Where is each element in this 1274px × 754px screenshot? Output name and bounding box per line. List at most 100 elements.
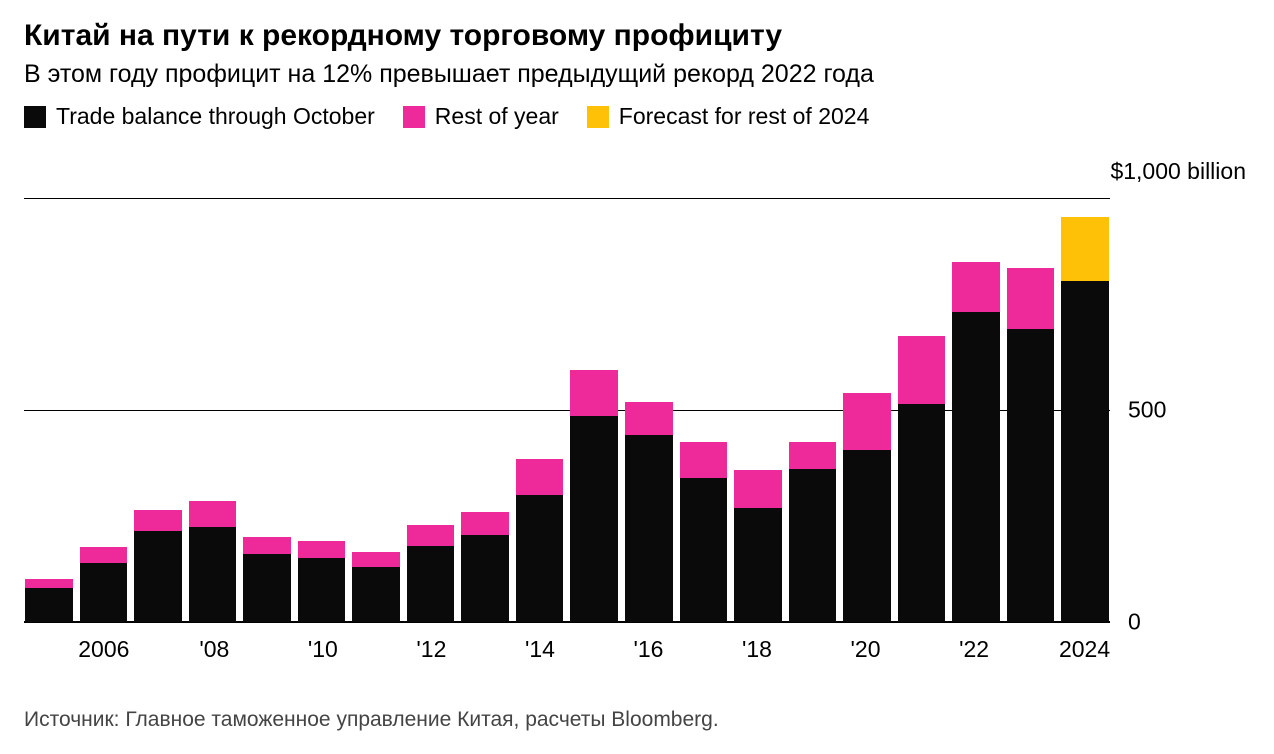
bar-2021 (898, 198, 946, 622)
seg-through-oct (1007, 329, 1055, 622)
bar-2014 (516, 198, 564, 622)
seg-through-oct (80, 563, 128, 622)
bar-2015 (570, 198, 618, 622)
seg-rest-of-year (843, 393, 891, 450)
x-tick-label (354, 622, 401, 664)
legend-label: Rest of year (435, 103, 559, 130)
bar-2016 (625, 198, 673, 622)
legend-item-forecast: Forecast for rest of 2024 (587, 103, 870, 130)
x-tick-label: '08 (191, 622, 238, 664)
seg-through-oct (625, 435, 673, 622)
seg-forecast (1061, 217, 1109, 281)
source-text: Источник: Главное таможенное управление … (24, 708, 719, 732)
seg-rest-of-year (952, 262, 1000, 313)
seg-rest-of-year (625, 402, 673, 436)
seg-through-oct (407, 546, 455, 622)
x-tick-label: 2006 (78, 622, 129, 664)
x-tick-label: '14 (516, 622, 563, 664)
seg-through-oct (134, 531, 182, 622)
x-tick-label (136, 622, 183, 664)
x-tick-label (788, 622, 835, 664)
x-tick-label: '20 (842, 622, 889, 664)
x-tick-label: '10 (299, 622, 346, 664)
x-tick-label (24, 622, 71, 664)
bars-container (24, 198, 1110, 622)
seg-through-oct (243, 554, 291, 622)
x-tick-label: '22 (950, 622, 997, 664)
bar-2011 (352, 198, 400, 622)
legend-label: Trade balance through October (56, 103, 375, 130)
x-tick-label (679, 622, 726, 664)
seg-rest-of-year (680, 442, 728, 478)
legend-item-through-oct: Trade balance through October (24, 103, 375, 130)
x-axis: 2006 '08 '10 '12 '14 '16 '18 '20 '22 2024 (24, 622, 1110, 664)
seg-through-oct (189, 527, 237, 622)
seg-rest-of-year (734, 470, 782, 507)
chart-title: Китай на пути к рекордному торговому про… (24, 18, 1250, 54)
seg-through-oct (352, 567, 400, 622)
seg-through-oct (898, 404, 946, 622)
bar-2009 (243, 198, 291, 622)
seg-rest-of-year (25, 579, 73, 588)
seg-rest-of-year (570, 370, 618, 417)
x-tick-label: '16 (625, 622, 672, 664)
bar-2013 (461, 198, 509, 622)
swatch-rest-of-year-icon (403, 106, 425, 128)
seg-through-oct (25, 588, 73, 622)
bar-2018 (734, 198, 782, 622)
bar-2010 (298, 198, 346, 622)
x-tick-label: '12 (408, 622, 455, 664)
bar-2012 (407, 198, 455, 622)
seg-rest-of-year (898, 336, 946, 404)
bar-2006 (80, 198, 128, 622)
x-tick-label (896, 622, 943, 664)
legend-item-rest-of-year: Rest of year (403, 103, 559, 130)
y-tick-label: 500 (1128, 397, 1166, 424)
seg-through-oct (1061, 281, 1109, 622)
x-tick-label: 2024 (1059, 622, 1110, 664)
seg-through-oct (680, 478, 728, 622)
seg-rest-of-year (516, 459, 564, 495)
bar-2024 (1061, 198, 1109, 622)
seg-rest-of-year (352, 552, 400, 567)
bar-2020 (843, 198, 891, 622)
x-tick-label (462, 622, 509, 664)
chart-subtitle: В этом году профицит на 12% превышает пр… (24, 60, 1250, 89)
x-tick-label (245, 622, 292, 664)
seg-through-oct (298, 558, 346, 622)
seg-rest-of-year (298, 541, 346, 558)
seg-through-oct (570, 416, 618, 622)
seg-rest-of-year (1007, 268, 1055, 329)
seg-through-oct (952, 312, 1000, 622)
y-tick-label: 0 (1128, 609, 1141, 636)
seg-through-oct (516, 495, 564, 622)
bar-2007 (134, 198, 182, 622)
y-axis-title: $1,000 billion (1110, 158, 1246, 185)
bar-2022 (952, 198, 1000, 622)
bar-2008 (189, 198, 237, 622)
seg-rest-of-year (134, 510, 182, 531)
bar-2019 (789, 198, 837, 622)
x-tick-label (1005, 622, 1052, 664)
x-tick-label (571, 622, 618, 664)
bar-2023 (1007, 198, 1055, 622)
seg-rest-of-year (461, 512, 509, 535)
legend-label: Forecast for rest of 2024 (619, 103, 870, 130)
chart-area: 0500 2006'08'10'12'14'16'18'20'222024 (24, 198, 1250, 664)
seg-rest-of-year (189, 501, 237, 526)
seg-through-oct (734, 508, 782, 622)
swatch-forecast-icon (587, 106, 609, 128)
seg-rest-of-year (407, 525, 455, 546)
x-tick-label: '18 (733, 622, 780, 664)
seg-rest-of-year (789, 442, 837, 470)
seg-rest-of-year (80, 547, 128, 563)
seg-through-oct (843, 450, 891, 622)
seg-through-oct (789, 469, 837, 622)
plot-area: 0500 (24, 198, 1110, 622)
seg-through-oct (461, 535, 509, 622)
legend: Trade balance through October Rest of ye… (24, 103, 1250, 130)
bar-2017 (680, 198, 728, 622)
swatch-through-oct-icon (24, 106, 46, 128)
seg-rest-of-year (243, 537, 291, 554)
bar-2005 (25, 198, 73, 622)
